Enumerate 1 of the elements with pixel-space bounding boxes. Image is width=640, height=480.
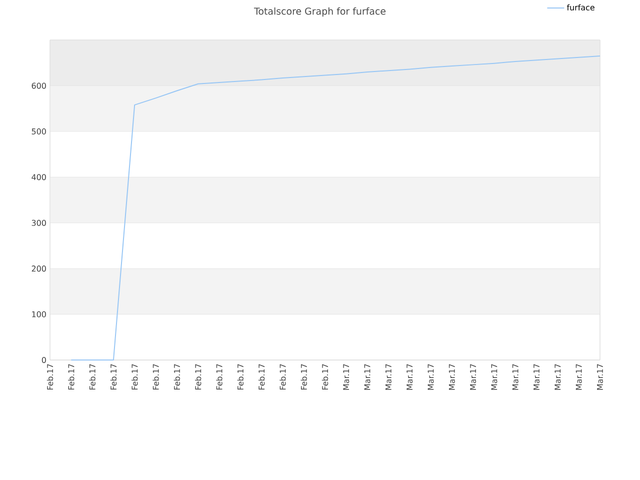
chart-title: Totalscore Graph for furface: [254, 7, 386, 17]
